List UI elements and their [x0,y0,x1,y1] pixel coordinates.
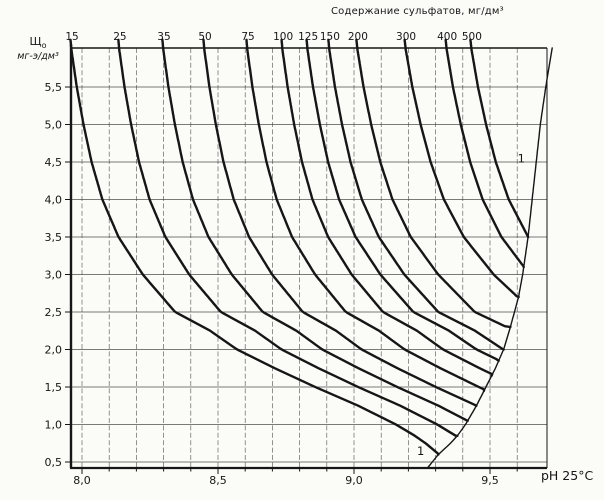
x-tick-label: 8,0 [73,474,91,487]
sulfate-curve-75 [245,38,486,392]
boundary-curve-label: 1 [518,151,525,165]
sulfate-curve-35 [161,38,469,422]
y-tick-label: 5,0 [45,118,63,131]
y-tick-label: 2,0 [45,343,63,356]
grid-lines [71,48,547,468]
sulfate-tick-labels: 15 25 35 50 75 100 125 150 200 300 400 500 [65,31,482,43]
sulfate-tick-label: 150 [320,31,340,43]
sulfate-tick-label: 50 [198,31,211,43]
y-axis-label: Що мг-э/дм³ [4,35,72,62]
sulfate-curve-500 [469,38,530,239]
sulfate-curve-50 [202,38,478,407]
sulfate-tick-label: 35 [157,31,170,43]
sulfate-tick-label: 300 [396,31,416,43]
sulfate-tick-label: 200 [348,31,368,43]
sulfate-curve-300 [403,38,520,299]
sulfate-tick-label: 15 [65,31,78,43]
boundary-curve-label: 1 [417,444,424,458]
y-tick-label: 4,5 [45,156,63,169]
sulfate-tick-label: 75 [241,31,254,43]
y-axis-symbol-subscript: о [41,41,47,51]
sulfate-tick-label: 25 [113,31,126,43]
y-tick-label: 3,5 [45,231,63,244]
sulfate-tick-label: 500 [462,31,482,43]
sulfate-curve-400 [444,38,525,269]
boundary-curve-path [426,47,553,469]
sulfate-curves [69,38,530,456]
sulfate-curve-100 [280,38,494,377]
sulfate-curve-125 [305,38,500,362]
plot-border [69,44,548,470]
sulfate-tick-label: 125 [298,31,318,43]
y-axis-symbol: Що [29,35,47,51]
axis-tick-labels: 0,5 1,0 1,5 2,0 2,5 3,0 3,5 4,0 4,5 5,0 5,5 8,0 8,5 9… [45,81,499,487]
y-tick-label: 1,5 [45,381,63,394]
y-tick-label: 3,0 [45,268,63,281]
y-tick-label: 5,5 [45,81,63,94]
top-axis-title: Содержание сульфатов, мг/дм³ [331,6,504,17]
x-tick-label: 9,5 [481,474,499,487]
y-tick-label: 0,5 [45,456,63,469]
y-tick-label: 4,0 [45,193,63,206]
y-tick-label: 2,5 [45,306,63,319]
sulfate-tick-label: 100 [273,31,293,43]
y-axis-unit: мг-э/дм³ [17,50,59,62]
sulfate-curve-15 [69,38,440,456]
curve-annotations: 11 [417,151,525,458]
y-tick-label: 1,0 [45,418,63,431]
x-tick-label: 8,5 [209,474,227,487]
x-tick-label: 9,0 [345,474,363,487]
sulfate-curve-25 [117,38,459,437]
sulfate-curve-150 [327,38,505,351]
x-axis-label: pH 25°C [541,468,594,483]
boundary-curve-1 [426,47,553,469]
sulfate-curve-200 [355,38,512,329]
axis-ticks [65,86,518,474]
sulfate-tick-label: 400 [437,31,457,43]
